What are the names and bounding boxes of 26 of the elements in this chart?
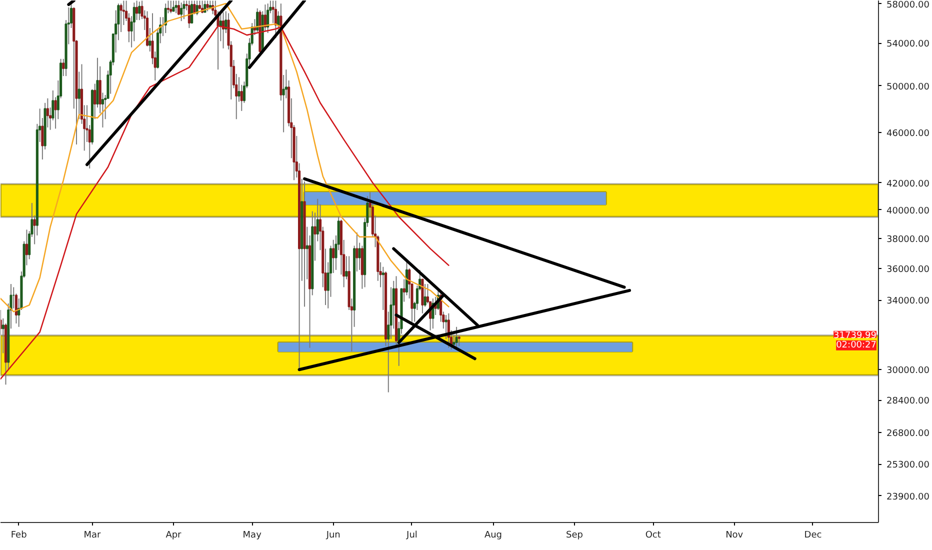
- y-tick-label: 25300.00: [886, 460, 930, 471]
- y-tick-label: 58000.00: [886, 0, 930, 10]
- y-tick-label: 38000.00: [886, 234, 930, 245]
- x-tick-label: Jun: [325, 530, 340, 540]
- annotation: 02:00:27: [836, 340, 876, 350]
- x-tick-label: Oct: [645, 530, 662, 540]
- y-tick-label: 26800.00: [886, 428, 930, 439]
- x-tick-label: Feb: [10, 530, 28, 540]
- x-tick-label: Apr: [166, 530, 182, 540]
- y-tick-label: 54000.00: [886, 40, 930, 50]
- y-tick-label: 28400.00: [886, 396, 930, 407]
- x-tick-label: Dec: [804, 530, 822, 540]
- y-tick-label: 23900.00: [886, 492, 930, 502]
- y-tick-label: 34000.00: [886, 296, 930, 307]
- x-tick-label: May: [242, 530, 262, 540]
- x-tick-label: Nov: [726, 530, 744, 540]
- y-tick-label: 40000.00: [886, 206, 930, 216]
- y-tick-label: 30000.00: [886, 366, 930, 376]
- x-tick-label: Mar: [84, 530, 102, 540]
- x-tick-label: Jul: [406, 530, 418, 540]
- x-tick-label: Aug: [484, 530, 502, 540]
- y-tick-label: 50000.00: [886, 82, 930, 92]
- y-tick-label: 36000.00: [886, 264, 930, 275]
- y-tick-label: 42000.00: [886, 179, 930, 190]
- y-tick-label: 46000.00: [886, 128, 930, 139]
- x-tick-label: Sep: [566, 530, 584, 540]
